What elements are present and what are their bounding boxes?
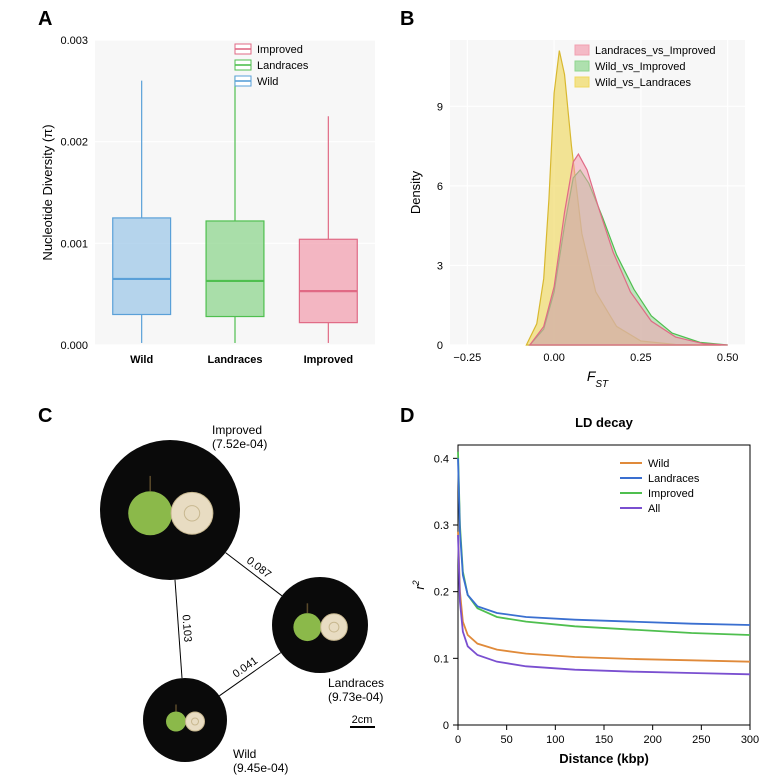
svg-text:0.1: 0.1 (434, 653, 449, 665)
svg-text:0: 0 (455, 734, 461, 746)
svg-text:0.2: 0.2 (434, 587, 449, 599)
svg-text:Density: Density (408, 170, 423, 214)
svg-text:−0.25: −0.25 (453, 352, 481, 364)
panel-d-lddecay: LD decay 0 0.1 0.2 0.3 0.4 0 50 100 150 200 250 300 r… (400, 405, 760, 775)
svg-text:0.4: 0.4 (434, 453, 449, 465)
panel-c-network: 0.087 0.103 0.041 Improved(7.52e-04) Landrac… (30, 405, 390, 775)
svg-text:All: All (648, 503, 660, 515)
svg-text:0.25: 0.25 (630, 352, 651, 364)
svg-text:0: 0 (437, 340, 443, 352)
svg-text:(9.73e-04): (9.73e-04) (328, 690, 383, 704)
svg-text:9: 9 (437, 101, 443, 113)
svg-text:0.000: 0.000 (60, 340, 88, 352)
svg-text:LD decay: LD decay (575, 415, 634, 430)
svg-text:Landraces: Landraces (328, 676, 384, 690)
svg-text:2cm: 2cm (352, 714, 373, 726)
svg-text:Wild: Wild (233, 747, 256, 761)
svg-text:Wild: Wild (257, 76, 278, 88)
svg-text:Landraces: Landraces (207, 354, 262, 366)
svg-text:150: 150 (595, 734, 613, 746)
svg-text:0.087: 0.087 (244, 555, 273, 581)
svg-text:200: 200 (643, 734, 661, 746)
svg-text:Improved: Improved (212, 423, 262, 437)
panel-a-boxplot: 0.000 0.001 0.002 0.003 Wild Landraces Improve… (30, 15, 390, 395)
svg-text:Wild_vs_Improved: Wild_vs_Improved (595, 61, 685, 73)
svg-text:Wild: Wild (130, 354, 153, 366)
svg-text:50: 50 (501, 734, 513, 746)
svg-text:Improved: Improved (257, 44, 303, 56)
svg-text:0.003: 0.003 (60, 35, 88, 47)
panel-b-density: 0 3 6 9 −0.25 0.00 0.25 0.50 Density FST Landraces… (400, 15, 760, 395)
svg-text:Improved: Improved (648, 488, 694, 500)
svg-text:0.041: 0.041 (231, 655, 260, 681)
svg-text:Nucleotide Diversity (π): Nucleotide Diversity (π) (40, 124, 55, 260)
svg-text:FST: FST (587, 368, 609, 390)
svg-text:0.001: 0.001 (60, 238, 88, 250)
svg-text:0.103: 0.103 (180, 614, 194, 642)
svg-text:Wild: Wild (648, 458, 669, 470)
svg-text:250: 250 (692, 734, 710, 746)
svg-text:6: 6 (437, 181, 443, 193)
svg-text:3: 3 (437, 260, 443, 272)
svg-text:0.002: 0.002 (60, 137, 88, 149)
svg-text:0.3: 0.3 (434, 520, 449, 532)
svg-text:300: 300 (741, 734, 759, 746)
svg-text:0.50: 0.50 (717, 352, 738, 364)
svg-text:Wild_vs_Landraces: Wild_vs_Landraces (595, 77, 691, 89)
svg-text:(9.45e-04): (9.45e-04) (233, 761, 288, 775)
svg-text:Landraces: Landraces (648, 473, 700, 485)
svg-text:Distance (kbp): Distance (kbp) (559, 751, 649, 766)
svg-text:0.00: 0.00 (543, 352, 564, 364)
svg-text:r2: r2 (411, 580, 427, 589)
svg-text:Landraces: Landraces (257, 60, 309, 72)
svg-text:Landraces_vs_Improved: Landraces_vs_Improved (595, 45, 715, 57)
svg-text:(7.52e-04): (7.52e-04) (212, 437, 267, 451)
svg-text:Improved: Improved (304, 354, 354, 366)
svg-text:100: 100 (546, 734, 564, 746)
svg-text:0: 0 (443, 720, 449, 732)
